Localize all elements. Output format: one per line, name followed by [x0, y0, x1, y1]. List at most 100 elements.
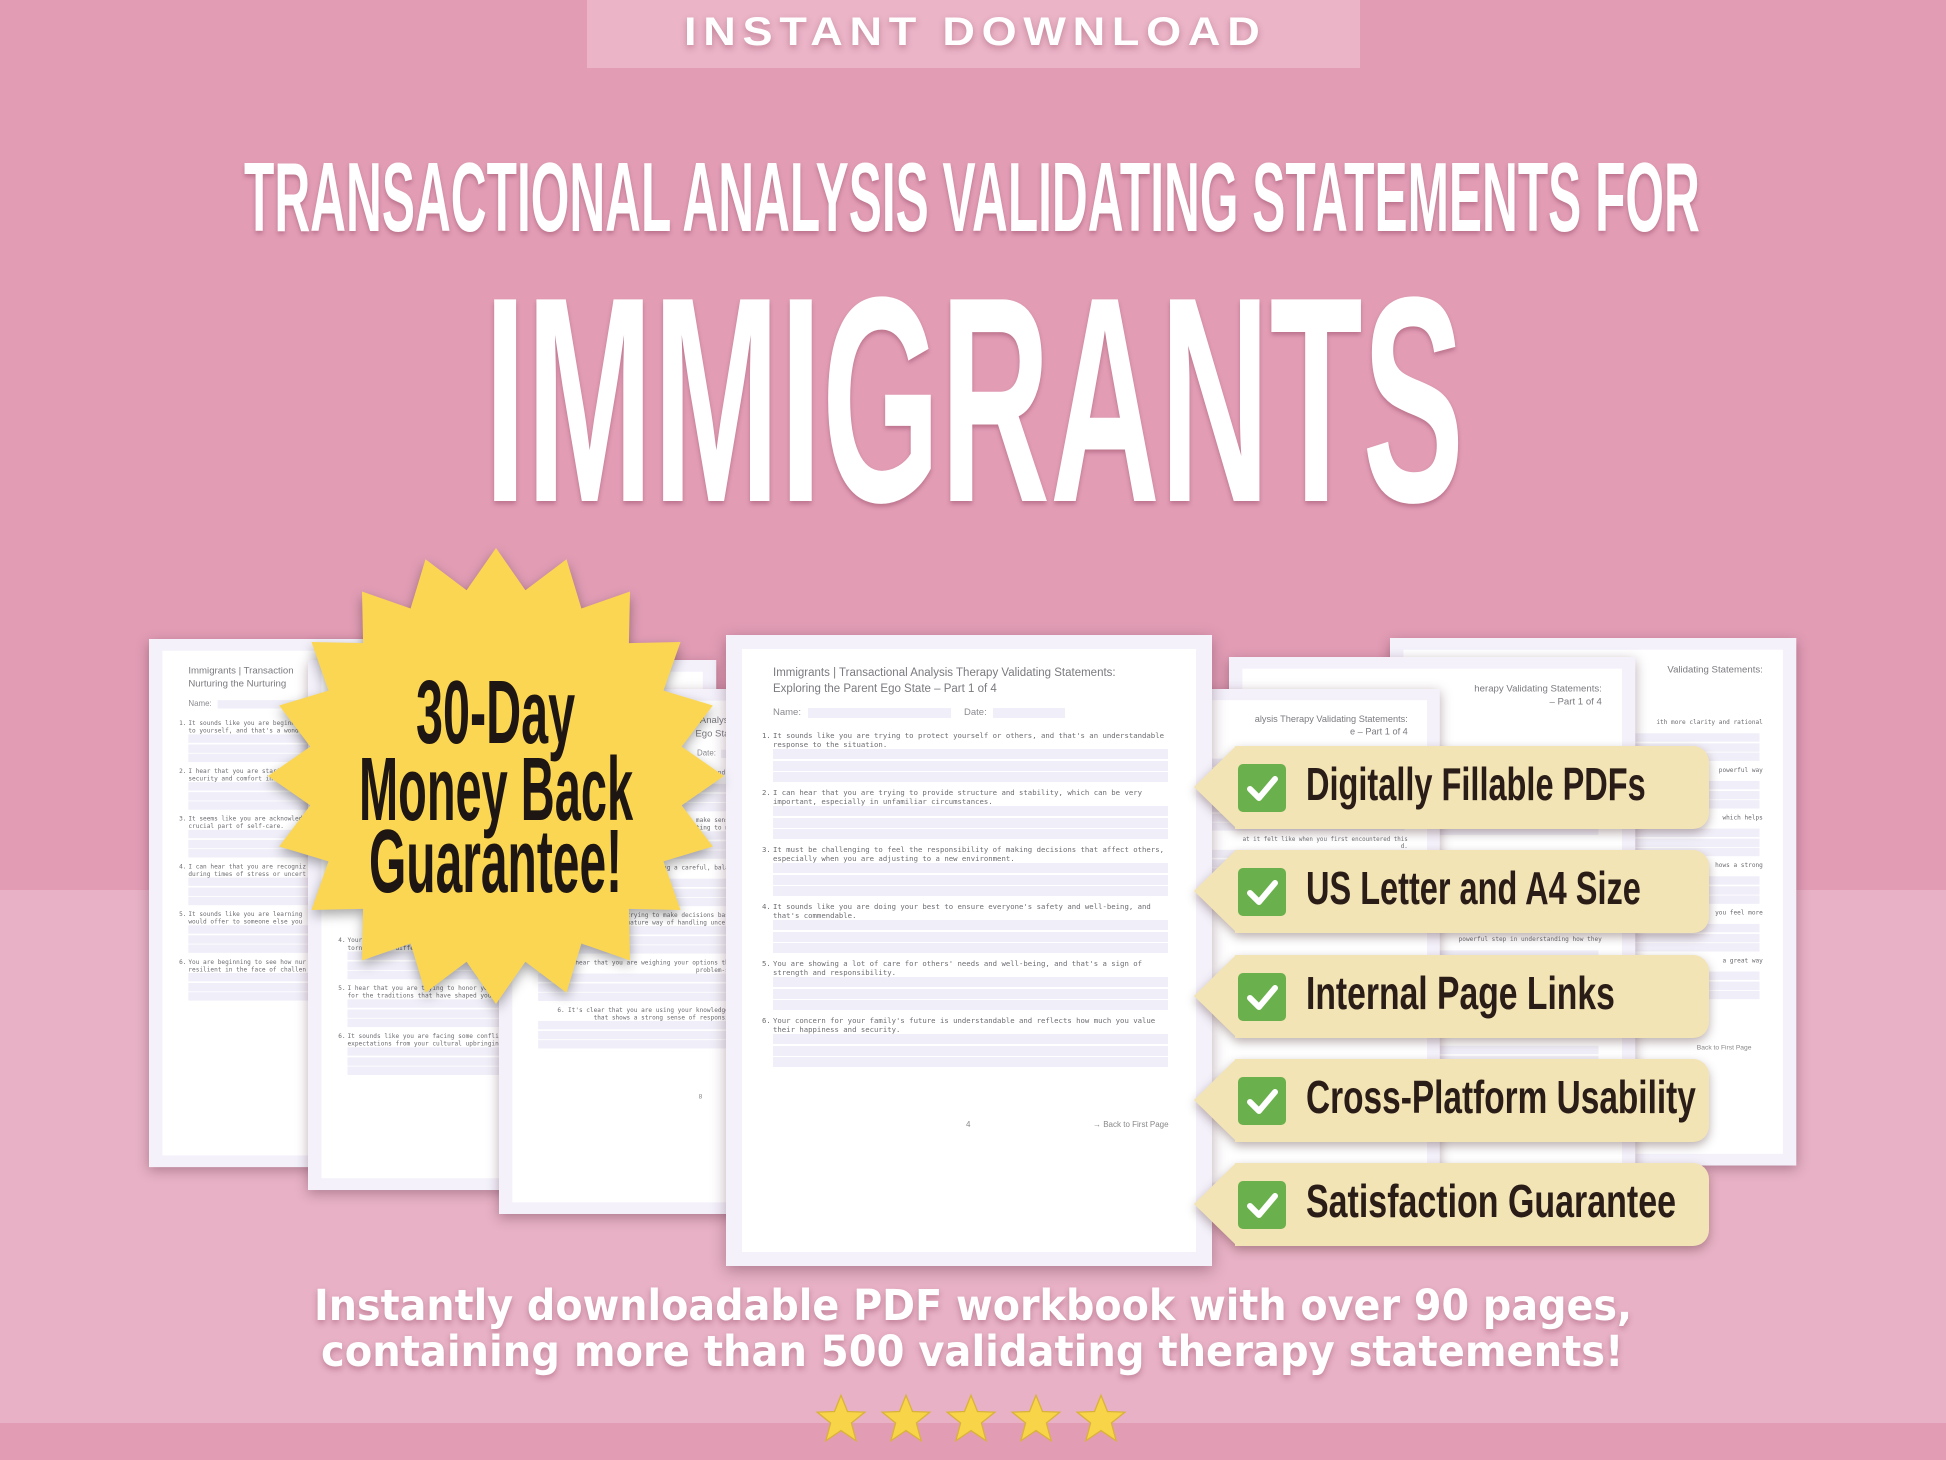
starburst-shape — [268, 548, 724, 1004]
response-line[interactable] — [538, 935, 867, 945]
page-subtitle: Nurturing the Nurturing — [188, 679, 287, 690]
feature-tag: Cross-Platform Usability — [1194, 1058, 1709, 1142]
statement-text: powerful way — [1718, 765, 1763, 774]
statement-number: 6. — [338, 1032, 346, 1040]
tag-point — [1194, 1163, 1236, 1246]
response-line[interactable] — [773, 806, 1168, 816]
response-line[interactable] — [773, 886, 1168, 896]
statement-text: You are beginning to see how nur — [188, 957, 307, 966]
response-line[interactable] — [538, 888, 867, 897]
tag-body — [1235, 954, 1709, 1038]
statement-text: It seems like you are acknowledg — [188, 814, 307, 823]
response-line[interactable] — [773, 931, 1168, 942]
response-line[interactable] — [538, 983, 867, 992]
statement: You are showing a lot of care for others… — [762, 959, 1172, 977]
response-line[interactable] — [773, 988, 1168, 999]
name-field[interactable] — [808, 708, 951, 718]
statement-text: Your concern for your family's future is… — [773, 1016, 1156, 1025]
statement-number: 4. — [179, 862, 187, 871]
name-label: Name: — [773, 707, 801, 718]
response-line[interactable] — [538, 992, 867, 1001]
statement-text: resilient in the face of challen — [188, 965, 307, 973]
back-to-first-page-link[interactable]: Back to First Page — [1696, 1043, 1752, 1051]
statement-line: you feel more — [1420, 909, 1763, 917]
statement-text: d. — [1400, 842, 1408, 850]
name-field[interactable] — [217, 700, 338, 709]
statement-number: 6. — [762, 1016, 771, 1025]
feature-label: Internal Page Links — [1306, 966, 1615, 1019]
statement-line: which helps — [1420, 814, 1762, 821]
date-field[interactable] — [993, 708, 1065, 718]
response-line[interactable] — [773, 977, 1168, 987]
checkbox-checked-icon — [1238, 1076, 1286, 1125]
response-line[interactable] — [538, 1020, 867, 1030]
statement-text: I hear that you are starting to — [188, 767, 303, 775]
statement-text: It sounds like you are facing some confl… — [347, 1032, 499, 1040]
statement-text: taking a careful, balanced ap — [648, 863, 755, 872]
page-title: Immigrants | Transaction — [188, 665, 294, 676]
star-icon — [815, 1392, 867, 1449]
response-line[interactable] — [538, 1030, 867, 1039]
statement-text: It sounds like you are doing your best t… — [773, 902, 1151, 911]
star-rating — [815, 1392, 1127, 1449]
statement-text: make sense of th — [695, 816, 754, 824]
response-line[interactable] — [773, 863, 1168, 873]
page-subtitle: e – Part 1 of 4 — [1350, 727, 1408, 737]
statement: I can hear that you are recogniz during t… — [179, 863, 522, 877]
statement-text: It sounds like you are learning — [188, 910, 303, 918]
statement-text: crucial part of self-care. — [188, 821, 284, 830]
response-line[interactable] — [773, 1000, 1168, 1010]
response-line[interactable] — [538, 802, 867, 812]
statement-number: 1. — [179, 719, 187, 727]
response-line[interactable] — [773, 1034, 1168, 1044]
statement-text: djusting to new circ — [681, 823, 755, 831]
page-number: 4 — [966, 1120, 971, 1129]
response-line[interactable] — [773, 829, 1168, 839]
description-line-1: Instantly downloadable PDF workbook with… — [314, 1281, 1633, 1331]
response-line[interactable] — [773, 749, 1168, 759]
statement: hows a strong — [1420, 861, 1763, 869]
checkbox-checked-icon — [1238, 764, 1286, 812]
statement-line: a great way — [1420, 957, 1762, 964]
response-line[interactable] — [538, 878, 867, 888]
tag-point — [1194, 850, 1236, 933]
statement-text: important, especially in unfamiliar circ… — [773, 796, 993, 806]
response-line[interactable] — [538, 1040, 867, 1049]
response-line[interactable] — [773, 772, 1168, 782]
page-subtitle: – Part 1 of 4 — [1549, 697, 1602, 708]
response-line[interactable] — [773, 817, 1168, 828]
statement: you feel more — [1420, 909, 1763, 917]
badge-line-3: Guarantee! — [369, 812, 623, 912]
statement-text: I hear that you are trying to honor your — [347, 984, 496, 992]
response-line[interactable] — [773, 874, 1168, 885]
response-line[interactable] — [773, 760, 1168, 771]
response-line[interactable] — [538, 926, 867, 935]
response-line[interactable] — [538, 945, 867, 954]
response-line[interactable] — [773, 1045, 1168, 1056]
statement-number — [1599, 840, 1602, 848]
statement-text: at it felt like when you first encounter… — [1242, 835, 1408, 843]
response-line[interactable] — [538, 793, 867, 802]
statement-text: I hear that you are weighing your option… — [568, 958, 755, 967]
response-line[interactable] — [773, 943, 1168, 953]
statement-text: that's commendable. — [773, 910, 857, 920]
statement-text: Your fee — [347, 936, 378, 944]
statement: It sounds like you are learning would off… — [179, 911, 522, 925]
back-to-first-page-link[interactable]: → Back to First Page — [1093, 1120, 1169, 1129]
page-title: Immigrants | Transactional Analysis Ther… — [773, 667, 1116, 679]
response-line[interactable] — [773, 1057, 1168, 1067]
statement-line: ith more clarity and rational — [1420, 718, 1763, 726]
statement-text: It's clear that you are using your knowl… — [568, 1005, 755, 1014]
statement: It sounds like you are trying to protect… — [762, 731, 1172, 749]
statement-text: ith more clarity and rational — [1656, 718, 1763, 726]
statement-text: would offer to someone else you — [188, 917, 303, 925]
response-line[interactable] — [538, 973, 867, 982]
feature-label: Digitally Fillable PDFs — [1306, 758, 1646, 810]
date-label: Date: — [697, 748, 716, 759]
response-line[interactable] — [538, 850, 867, 859]
statement-text: It sounds like you are beginning — [188, 719, 307, 727]
response-line[interactable] — [538, 897, 867, 907]
response-line[interactable] — [773, 920, 1168, 930]
statement-text: security and comfort in your lif — [188, 774, 307, 782]
checkbox-checked-icon — [1238, 1181, 1286, 1230]
